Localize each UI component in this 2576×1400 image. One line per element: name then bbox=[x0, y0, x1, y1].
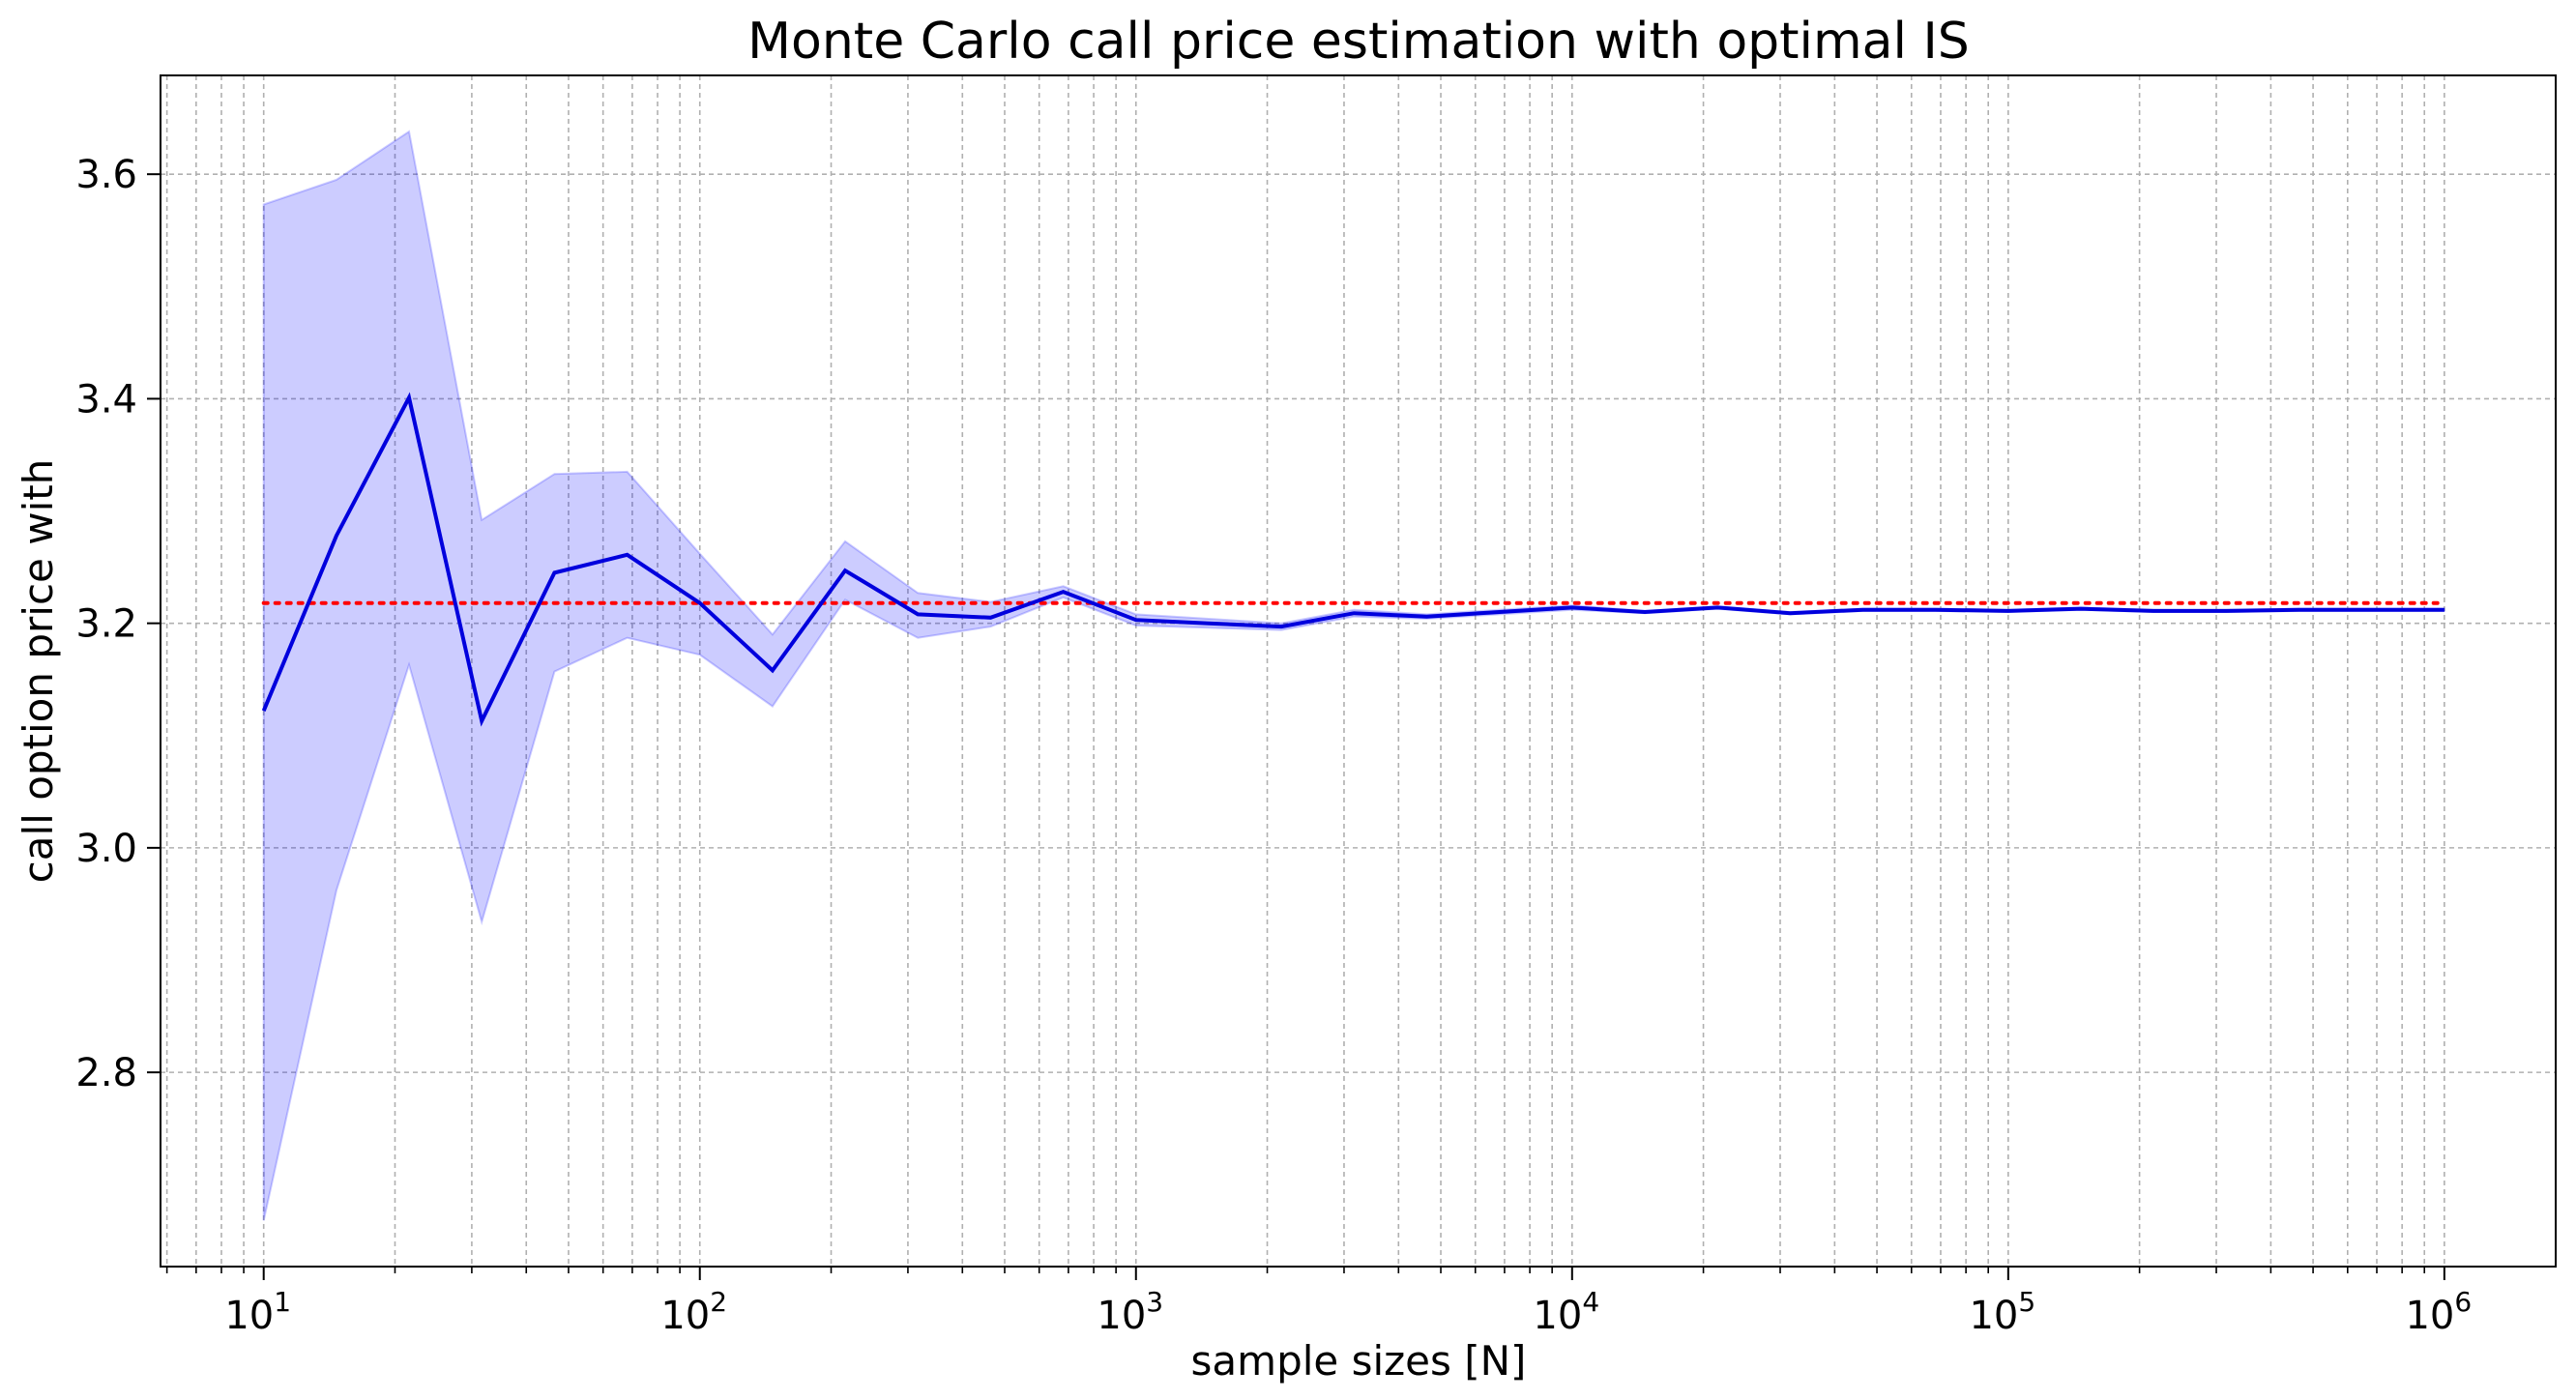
y-tick-label: 3.6 bbox=[75, 153, 137, 197]
y-axis-label: call option price with bbox=[15, 459, 62, 884]
x-tick-label: 102 bbox=[660, 1286, 727, 1338]
x-tick-label: 105 bbox=[1969, 1286, 2035, 1338]
y-tick-label: 3.2 bbox=[75, 602, 137, 647]
estimate-line bbox=[261, 392, 2444, 727]
plot-frame bbox=[160, 74, 2557, 1268]
x-tick-label: 106 bbox=[2405, 1286, 2472, 1338]
x-tick-label: 103 bbox=[1097, 1286, 1163, 1338]
y-tick-label: 2.8 bbox=[75, 1051, 137, 1095]
confidence-band bbox=[262, 130, 2445, 1221]
x-tick-label: 101 bbox=[224, 1286, 291, 1338]
minor-grid bbox=[165, 75, 2426, 1267]
x-axis-ticks: 101 102 103 104 105 106 bbox=[165, 1267, 2472, 1338]
y-tick-label: 3.4 bbox=[75, 377, 137, 422]
y-axis-ticks: 2.8 3.0 3.2 3.4 3.6 bbox=[75, 153, 161, 1095]
y-tick-label: 3.0 bbox=[75, 827, 137, 871]
x-axis-label: sample sizes [N] bbox=[1191, 1337, 1527, 1385]
major-grid bbox=[161, 75, 2556, 1267]
chart-title: Monte Carlo call price estimation with o… bbox=[747, 13, 1970, 71]
x-tick-label: 104 bbox=[1533, 1286, 1599, 1338]
